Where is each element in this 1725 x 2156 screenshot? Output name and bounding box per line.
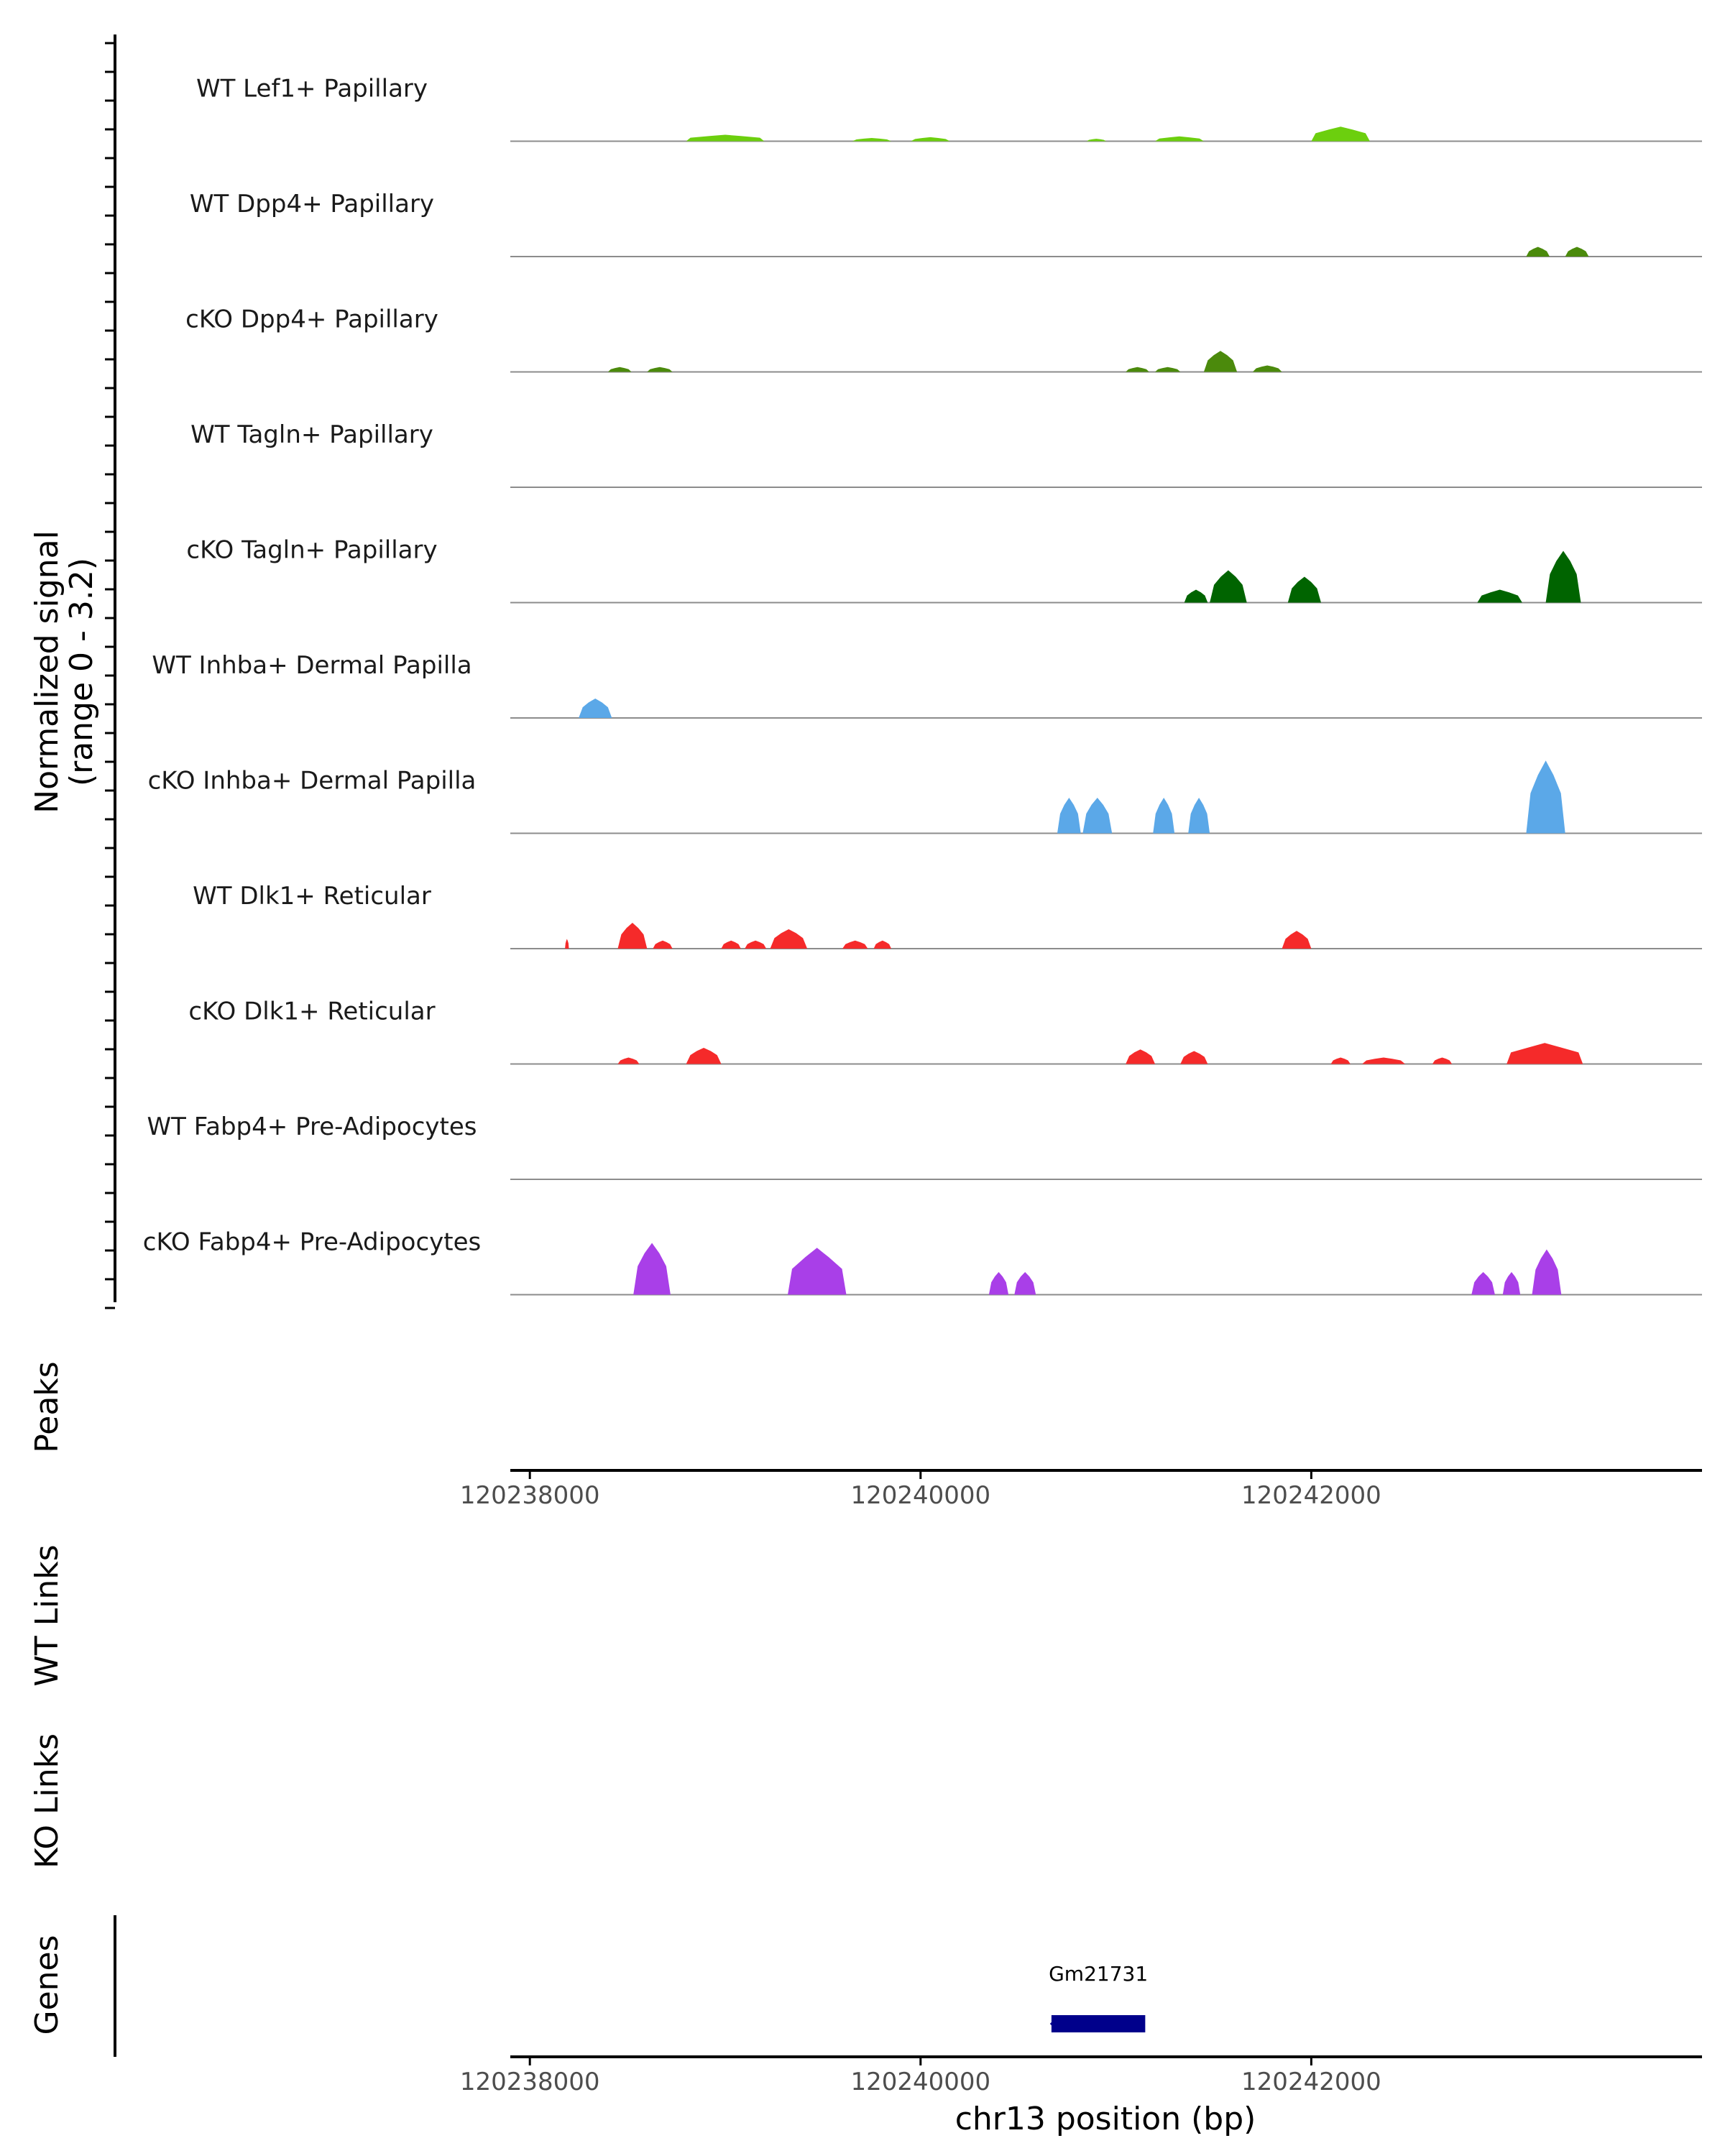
signal-y-ticks	[105, 42, 115, 1309]
signal-peak	[1188, 798, 1210, 834]
genes-track-title: Genes	[29, 1935, 65, 2035]
track: cKO Dpp4+ Papillary	[185, 305, 1702, 373]
x-tick-label: 120242000	[1241, 2068, 1381, 2096]
signal-peak	[1155, 367, 1181, 372]
x-tick-label: 120238000	[460, 2068, 600, 2096]
signal-peak	[1057, 798, 1081, 834]
signal-peak	[1282, 931, 1312, 949]
signal-peak	[911, 137, 950, 142]
signal-peak	[579, 699, 612, 718]
signal-axis-title-line2: (range 0 - 3.2)	[63, 558, 100, 786]
signal-peak	[617, 1057, 640, 1064]
signal-peak	[1311, 126, 1370, 142]
signal-peak	[617, 923, 648, 949]
signal-peak	[788, 1248, 847, 1295]
signal-peak	[1532, 1249, 1562, 1295]
track-label: cKO Inhba+ Dermal Papilla	[148, 767, 477, 796]
track: cKO Tagln+ Papillary	[186, 536, 1702, 604]
signal-peak	[1565, 247, 1589, 257]
track-label: WT Fabp4+ Pre-Adipocytes	[147, 1112, 477, 1141]
signal-peak	[1526, 760, 1565, 834]
track: WT Lef1+ Papillary	[196, 75, 1702, 142]
signal-peak	[565, 939, 569, 949]
signal-peak	[1526, 247, 1550, 257]
bottom-x-axis-ticks: 120238000 120240000 120242000	[460, 2057, 1381, 2096]
signal-peak	[633, 1243, 671, 1295]
signal-axis-title: Normalized signal (range 0 - 3.2)	[29, 530, 100, 814]
signal-peak	[873, 940, 891, 949]
signal-peak	[1432, 1057, 1453, 1064]
signal-peak	[647, 367, 673, 372]
x-axis-title: chr13 position (bp)	[955, 2101, 1256, 2137]
track-label: WT Tagln+ Papillary	[190, 420, 433, 449]
x-tick-label: 120240000	[850, 1481, 990, 1510]
track: WT Fabp4+ Pre-Adipocytes	[147, 1112, 1702, 1180]
gene-annotations: Gm21731	[1049, 1962, 1148, 2032]
signal-peak	[842, 940, 868, 949]
gene-body	[1051, 2015, 1146, 2032]
track: WT Inhba+ Dermal Papilla	[152, 651, 1702, 719]
track-label: WT Inhba+ Dermal Papilla	[152, 651, 472, 680]
signal-peak	[1082, 798, 1113, 834]
x-tick-label: 120242000	[1241, 1481, 1381, 1510]
track: cKO Fabp4+ Pre-Adipocytes	[143, 1228, 1702, 1296]
signal-peak	[607, 367, 632, 372]
coverage-tracks: WT Lef1+ Papillary WT Dpp4+ Papillary cKO …	[143, 75, 1702, 1296]
track: cKO Inhba+ Dermal Papilla	[148, 760, 1702, 834]
signal-peak	[1153, 798, 1175, 834]
signal-peak	[1477, 589, 1522, 603]
signal-peak	[1155, 136, 1204, 142]
signal-peak	[1252, 365, 1282, 372]
signal-peak	[1086, 139, 1106, 142]
signal-axis-title-line1: Normalized signal	[29, 530, 65, 814]
ko-links-track-title: KO Links	[29, 1733, 65, 1869]
track: WT Dpp4+ Papillary	[190, 190, 1702, 257]
signal-peak	[1184, 589, 1208, 603]
signal-peak	[1545, 550, 1581, 603]
wt-links-track-title: WT Links	[29, 1544, 65, 1686]
signal-peak	[1287, 576, 1321, 603]
track-label: cKO Fabp4+ Pre-Adipocytes	[143, 1228, 482, 1257]
track-label: cKO Tagln+ Papillary	[186, 536, 437, 565]
x-tick-label: 120238000	[460, 1481, 600, 1510]
gene-strand-icon	[1049, 2017, 1058, 2031]
track-label: cKO Dlk1+ Reticular	[188, 998, 435, 1026]
signal-peak	[721, 940, 741, 949]
x-tick-label: 120240000	[850, 2068, 990, 2096]
signal-peak	[745, 940, 767, 949]
track-label: cKO Dpp4+ Papillary	[185, 305, 438, 334]
signal-peak	[1210, 570, 1247, 603]
signal-peak	[852, 138, 891, 142]
signal-peak	[1203, 351, 1238, 372]
track: WT Dlk1+ Reticular	[193, 882, 1702, 949]
track-label: WT Dpp4+ Papillary	[190, 190, 434, 218]
signal-peak	[1180, 1051, 1208, 1064]
signal-peak	[770, 929, 808, 949]
signal-peak	[1506, 1043, 1583, 1064]
signal-peak	[1126, 1049, 1155, 1064]
signal-peak	[1126, 367, 1149, 372]
signal-peak	[1471, 1272, 1495, 1295]
track-label: WT Dlk1+ Reticular	[193, 882, 431, 911]
top-x-axis-ticks: 120238000 120240000 120242000	[460, 1470, 1381, 1510]
gene-label: Gm21731	[1049, 1962, 1148, 1986]
track-label: WT Lef1+ Papillary	[196, 75, 428, 103]
signal-peak	[686, 134, 765, 142]
signal-peak	[988, 1272, 1009, 1295]
signal-peak	[1502, 1272, 1521, 1295]
signal-peak	[1014, 1272, 1036, 1295]
signal-peak	[1362, 1057, 1405, 1064]
signal-peak	[653, 940, 673, 949]
signal-peak	[1330, 1057, 1351, 1064]
track: WT Tagln+ Papillary	[190, 420, 1702, 488]
track: cKO Dlk1+ Reticular	[188, 998, 1702, 1065]
signal-peak	[686, 1048, 722, 1064]
peaks-track-title: Peaks	[29, 1361, 65, 1452]
